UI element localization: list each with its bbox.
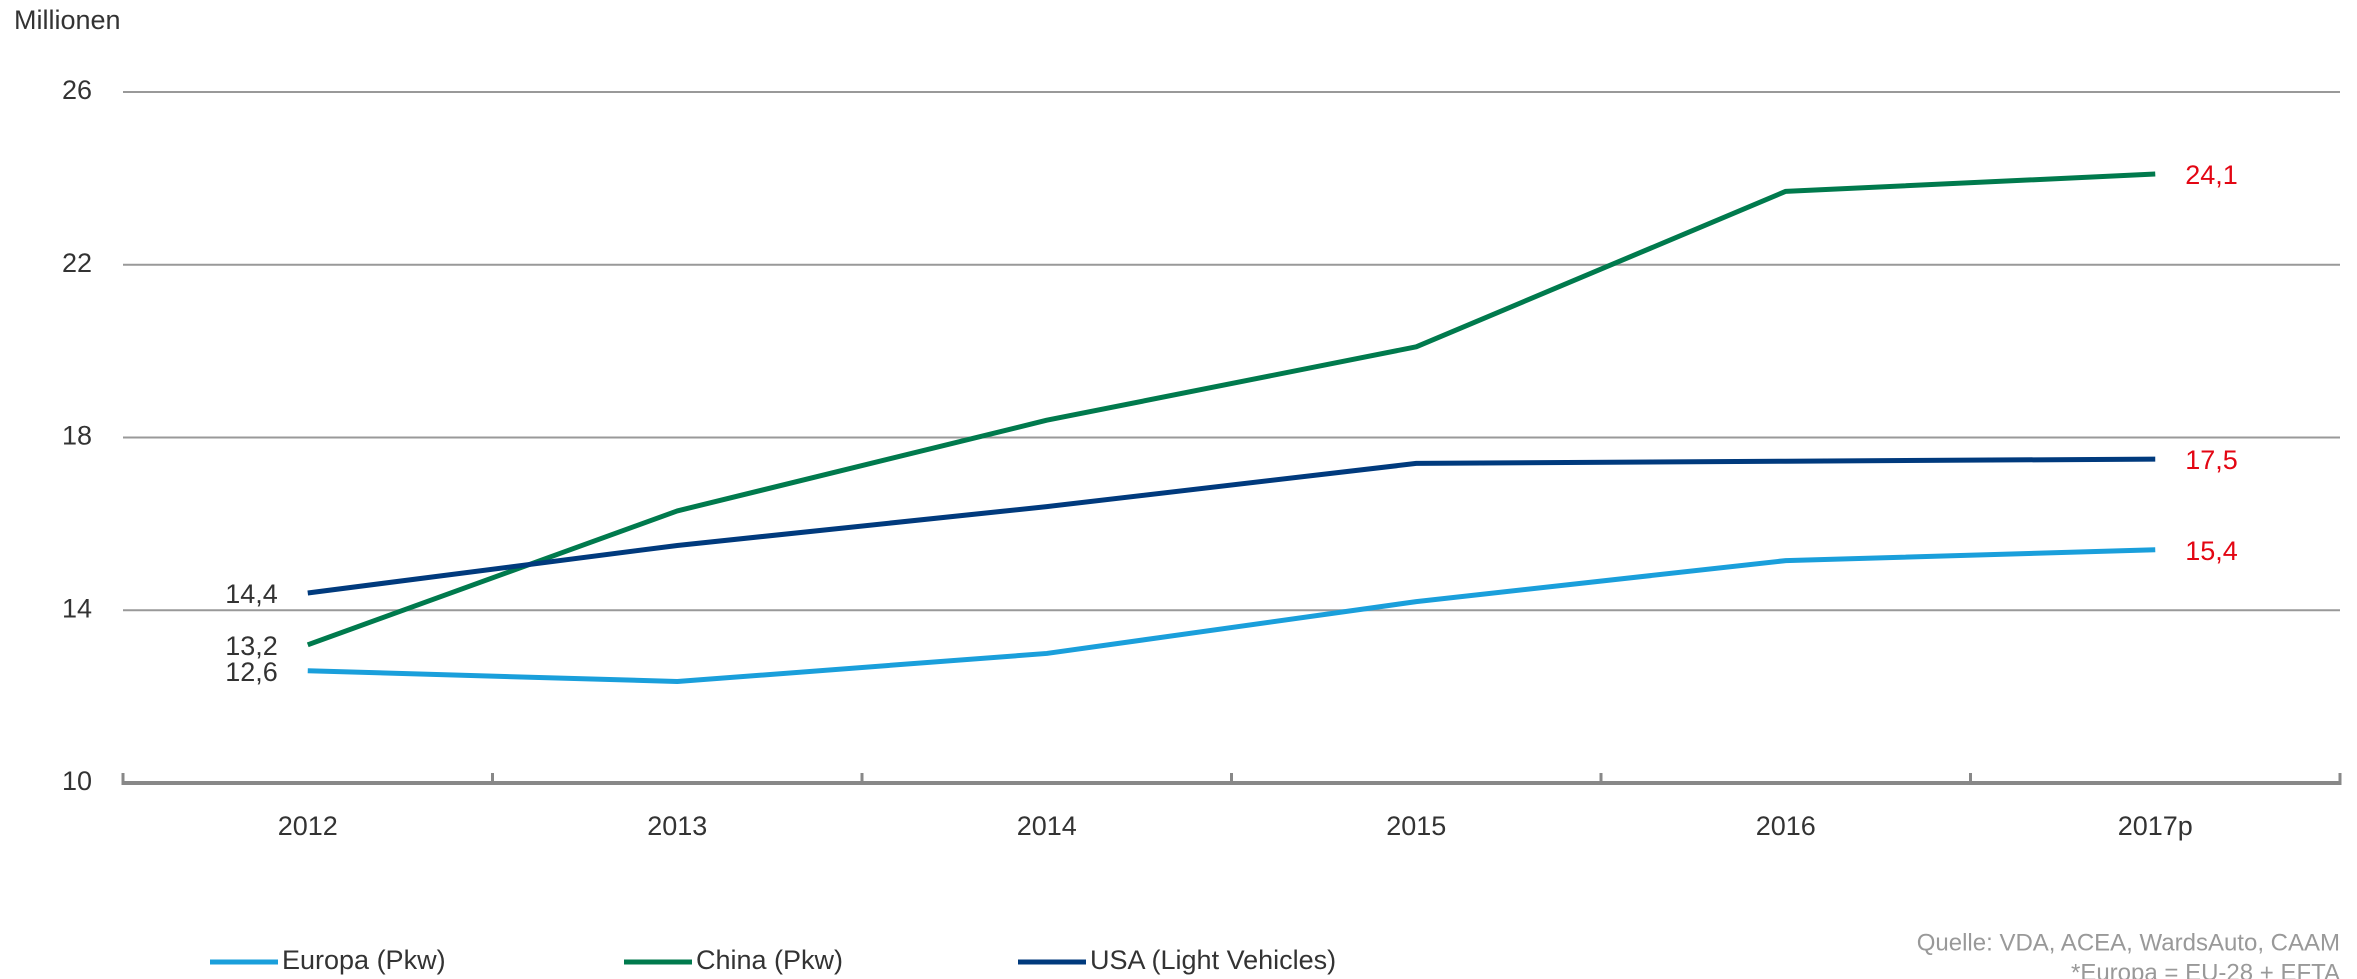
value-label: 12,6 bbox=[225, 657, 278, 687]
x-tick-label: 2017p bbox=[2118, 811, 2193, 841]
y-tick-label: 18 bbox=[62, 421, 92, 451]
value-label: 15,4 bbox=[2185, 536, 2238, 566]
source: Quelle: VDA, ACEA, WardsAuto, CAAM bbox=[1917, 929, 2340, 956]
legend-label: China (Pkw) bbox=[696, 945, 843, 975]
series-line bbox=[306, 171, 2156, 648]
x-tick-label: 2013 bbox=[647, 811, 707, 841]
y-tick-label: 22 bbox=[62, 248, 92, 278]
value-label: 24,1 bbox=[2185, 160, 2238, 190]
y-tick-label: 14 bbox=[62, 593, 92, 623]
series-line bbox=[307, 456, 2156, 596]
x-tick-label: 2016 bbox=[1756, 811, 1816, 841]
legend-label: USA (Light Vehicles) bbox=[1090, 945, 1336, 975]
value-label: 13,2 bbox=[225, 631, 278, 661]
y-axis-label: Millionen bbox=[14, 5, 121, 35]
x-tick-label: 2012 bbox=[278, 811, 338, 841]
value-label: 14,4 bbox=[225, 579, 278, 609]
y-tick-label: 26 bbox=[62, 75, 92, 105]
legend-label: Europa (Pkw) bbox=[282, 945, 446, 975]
series-line bbox=[307, 547, 2156, 685]
value-label: 17,5 bbox=[2185, 445, 2238, 475]
x-tick-label: 2014 bbox=[1017, 811, 1077, 841]
x-tick-label: 2015 bbox=[1386, 811, 1446, 841]
y-tick-label: 10 bbox=[62, 766, 92, 796]
footnote: *Europa = EU-28 + EFTA bbox=[2071, 959, 2340, 979]
